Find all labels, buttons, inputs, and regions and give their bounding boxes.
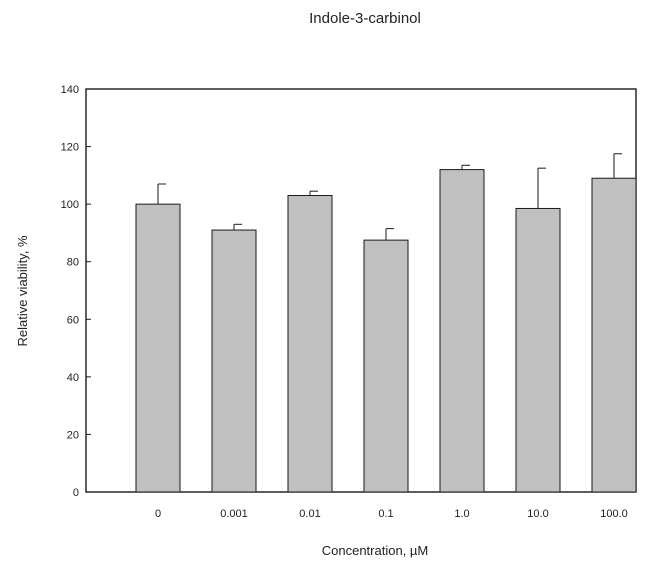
y-axis-label: Relative viability, % bbox=[15, 235, 30, 346]
y-tick-label: 120 bbox=[61, 142, 79, 154]
y-tick-label: 60 bbox=[67, 314, 79, 326]
x-tick-label: 0.1 bbox=[378, 508, 393, 520]
x-tick-label: 0.01 bbox=[299, 508, 320, 520]
y-tick-label: 20 bbox=[67, 429, 79, 441]
bar bbox=[439, 169, 485, 493]
plot-area: 0 20 40 60 80 100 120 140 0 0.001 0.01 0.1 1.0 10.0 10… bbox=[61, 84, 637, 520]
y-tick-label: 80 bbox=[67, 257, 79, 269]
x-tick-label: 100.0 bbox=[600, 508, 628, 520]
y-tick-label: 40 bbox=[67, 372, 79, 384]
x-tick-label: 0.001 bbox=[220, 508, 248, 520]
chart-title: Indole-3-carbinol bbox=[309, 10, 421, 27]
x-tick-label: 1.0 bbox=[454, 508, 469, 520]
bar bbox=[363, 239, 409, 493]
bar bbox=[287, 195, 333, 493]
x-axis-label: Concentration, µM bbox=[322, 543, 428, 558]
bar bbox=[135, 203, 181, 493]
bar bbox=[515, 207, 561, 493]
x-tick-label: 0 bbox=[155, 508, 161, 520]
bar bbox=[211, 229, 257, 493]
y-tick-label: 0 bbox=[73, 487, 79, 499]
y-tick-label: 100 bbox=[61, 199, 79, 211]
x-tick-label: 10.0 bbox=[527, 508, 548, 520]
bar bbox=[591, 177, 637, 493]
y-tick-label: 140 bbox=[61, 84, 79, 96]
